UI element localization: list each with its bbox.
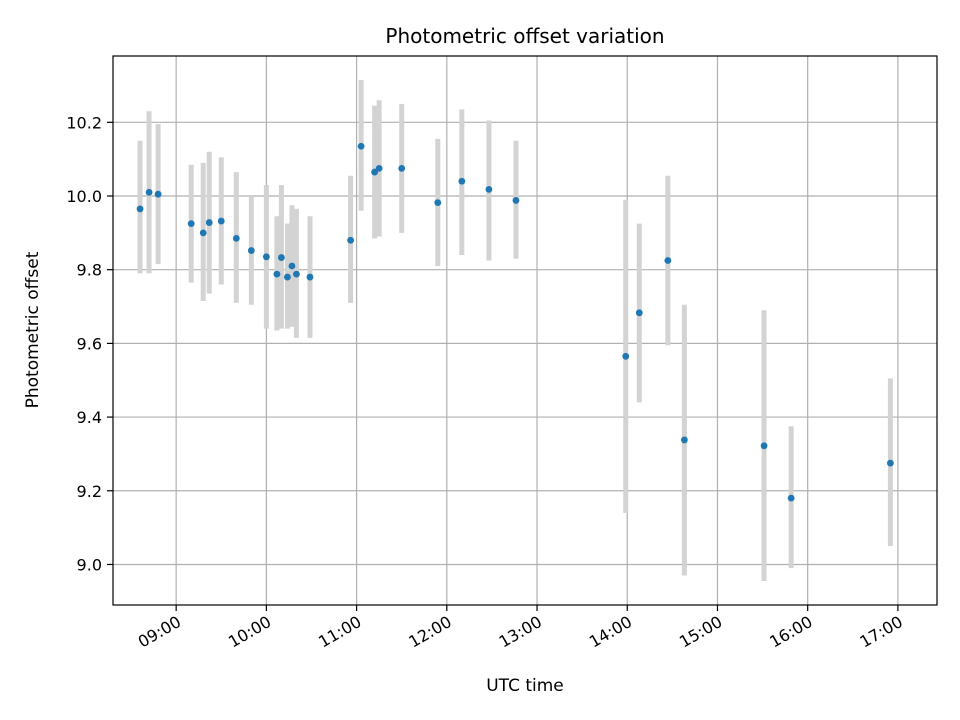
data-points	[136, 142, 894, 502]
data-point	[398, 164, 406, 172]
y-axis: 9.0 9.2 9.4 9.6 9.8 10.0 10.2	[66, 113, 113, 574]
data-point	[199, 229, 207, 237]
y-tick-label: 10.2	[66, 113, 102, 132]
x-axis-label: UTC time	[486, 676, 564, 696]
data-point	[247, 247, 255, 254]
y-tick-label: 9.8	[77, 261, 102, 280]
data-point	[288, 262, 296, 270]
data-point	[886, 459, 894, 467]
data-point	[371, 168, 379, 176]
data-point	[278, 254, 285, 261]
data-point	[635, 309, 643, 317]
y-tick-label: 9.0	[77, 555, 102, 574]
data-point	[306, 273, 314, 281]
data-point	[458, 177, 466, 185]
data-point	[760, 442, 768, 450]
data-point	[485, 185, 493, 193]
data-point	[347, 236, 354, 244]
data-point	[787, 494, 795, 502]
data-point	[217, 217, 225, 225]
data-point	[232, 234, 240, 242]
y-tick-label: 10.0	[66, 187, 102, 206]
data-point	[622, 352, 630, 360]
y-tick-label: 9.6	[77, 334, 102, 353]
data-point	[136, 205, 144, 213]
y-axis-label: Photometric offset	[23, 251, 43, 408]
data-point	[262, 253, 270, 261]
data-point	[284, 273, 291, 281]
data-point	[680, 436, 688, 444]
data-point	[273, 270, 281, 278]
data-point	[293, 270, 300, 278]
data-point	[154, 190, 162, 198]
plot-frame	[112, 55, 938, 606]
y-tick-label: 9.2	[77, 482, 102, 501]
data-point	[375, 164, 383, 172]
data-point	[434, 199, 442, 207]
y-tick-label: 9.4	[77, 408, 102, 427]
data-point	[664, 257, 672, 264]
data-point	[357, 142, 365, 150]
data-point	[187, 220, 195, 228]
chart-title: Photometric offset variation	[385, 24, 664, 48]
data-point	[205, 219, 213, 226]
data-point	[145, 188, 153, 196]
data-point	[512, 197, 520, 204]
